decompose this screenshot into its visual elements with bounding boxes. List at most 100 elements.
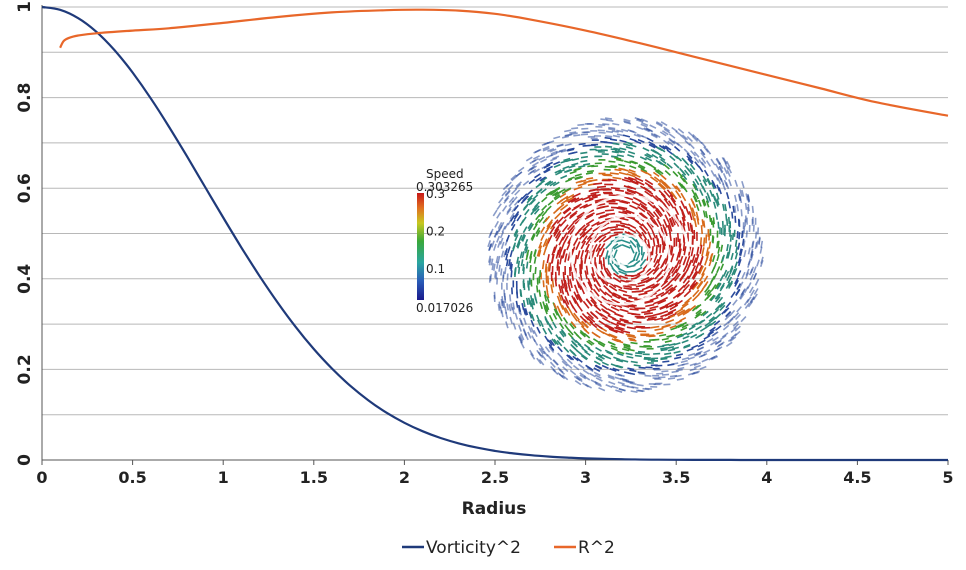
velocity-arrow — [624, 196, 634, 201]
velocity-arrow — [540, 188, 547, 194]
velocity-arrow — [690, 333, 698, 339]
velocity-arrow — [699, 272, 705, 282]
velocity-arrow — [619, 308, 629, 313]
velocity-arrow — [593, 304, 602, 312]
velocity-arrow — [661, 370, 669, 373]
velocity-arrow — [728, 216, 731, 224]
velocity-arrow — [693, 156, 700, 164]
velocity-arrow — [617, 295, 628, 301]
velocity-arrow — [560, 330, 567, 337]
velocity-arrow — [652, 267, 660, 275]
velocity-arrow — [741, 180, 745, 189]
velocity-arrow — [623, 185, 633, 190]
velocity-arrow — [698, 353, 706, 358]
velocity-arrow — [734, 261, 738, 269]
velocity-arrow — [667, 348, 676, 352]
velocity-arrow — [694, 313, 701, 319]
velocity-arrow — [614, 189, 625, 192]
velocity-arrow — [750, 250, 754, 258]
velocity-arrow — [493, 243, 497, 251]
velocity-arrow — [680, 200, 686, 209]
x-tick-label: 2 — [399, 468, 410, 487]
velocity-arrow — [682, 242, 686, 252]
velocity-arrow — [623, 118, 631, 122]
velocity-arrow — [508, 304, 512, 312]
velocity-arrow — [638, 292, 648, 296]
velocity-arrow — [747, 258, 752, 266]
velocity-arrow — [729, 234, 733, 242]
velocity-arrow — [652, 283, 661, 290]
velocity-arrow — [566, 241, 572, 251]
velocity-arrow — [566, 354, 573, 361]
velocity-arrow — [658, 160, 665, 166]
velocity-arrow — [530, 313, 535, 322]
velocity-arrow — [565, 158, 574, 163]
velocity-arrow — [677, 311, 686, 317]
velocity-arrow — [613, 283, 623, 290]
velocity-arrow — [575, 375, 583, 381]
velocity-arrow — [692, 257, 697, 267]
series-line-vorticity-2 — [41, 5, 948, 462]
velocity-arrow — [678, 255, 684, 265]
velocity-arrow — [497, 303, 501, 311]
velocity-arrow — [643, 312, 654, 315]
velocity-arrow — [636, 269, 646, 276]
colorbar-tick-label: 0.3 — [426, 187, 445, 201]
velocity-arrow — [686, 347, 694, 352]
colorbar-tick-label: 0.1 — [426, 262, 445, 276]
velocity-arrow — [617, 373, 625, 378]
velocity-arrow — [623, 143, 631, 147]
velocity-arrow — [721, 332, 729, 338]
velocity-arrow — [542, 145, 550, 150]
velocity-arrow — [524, 308, 529, 316]
velocity-arrow — [517, 266, 521, 274]
velocity-arrow — [655, 291, 665, 298]
velocity-arrow — [527, 169, 535, 176]
velocity-arrow — [574, 254, 578, 265]
velocity-arrow — [608, 194, 618, 197]
velocity-arrow — [664, 145, 672, 151]
velocity-arrow — [688, 282, 696, 291]
velocity-arrow — [533, 256, 537, 264]
velocity-arrow — [704, 289, 711, 296]
velocity-arrow — [721, 308, 728, 315]
velocity-arrow — [639, 202, 648, 210]
velocity-arrow — [661, 337, 669, 341]
velocity-arrow — [687, 156, 694, 163]
velocity-arrow — [567, 354, 575, 361]
velocity-arrow — [546, 165, 553, 171]
velocity-arrow — [522, 328, 527, 336]
velocity-arrow — [653, 176, 662, 184]
velocity-arrow — [680, 326, 688, 332]
velocity-arrow — [587, 164, 595, 168]
velocity-arrow — [691, 253, 696, 264]
velocity-arrow — [581, 235, 588, 244]
velocity-arrow — [601, 361, 609, 366]
velocity-arrow — [558, 336, 565, 343]
velocity-arrow — [663, 227, 668, 237]
velocity-arrow — [736, 283, 742, 290]
velocity-arrow — [728, 244, 732, 252]
velocity-arrow — [702, 220, 706, 228]
velocity-arrow — [700, 157, 707, 165]
velocity-arrow — [674, 273, 681, 282]
velocity-arrow — [716, 198, 720, 206]
velocity-arrow — [670, 326, 678, 331]
velocity-arrow — [616, 358, 624, 362]
velocity-arrow — [733, 323, 740, 330]
velocity-arrow — [607, 340, 615, 346]
velocity-arrow — [562, 366, 569, 373]
velocity-arrow — [702, 198, 707, 206]
velocity-arrow — [727, 336, 735, 343]
velocity-arrow — [499, 306, 503, 314]
velocity-arrow — [518, 304, 522, 312]
velocity-arrow — [742, 240, 746, 248]
velocity-arrow — [598, 276, 605, 285]
velocity-arrow — [612, 122, 620, 126]
velocity-arrow — [529, 349, 535, 357]
velocity-arrow — [640, 167, 648, 173]
velocity-arrow — [664, 352, 672, 356]
velocity-arrow — [531, 233, 536, 241]
velocity-arrow — [645, 156, 653, 162]
velocity-arrow — [664, 355, 672, 359]
